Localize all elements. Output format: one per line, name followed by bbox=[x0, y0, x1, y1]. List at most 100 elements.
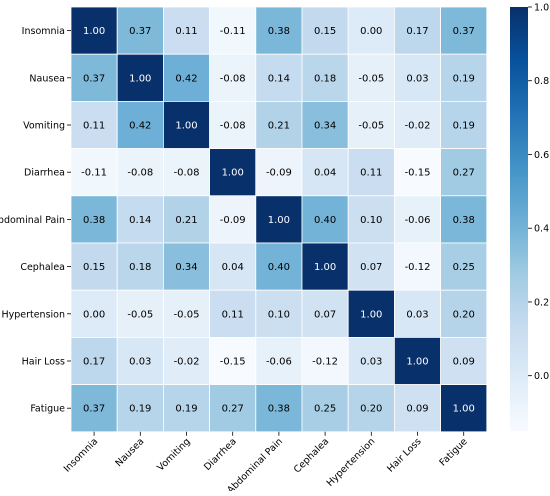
colorbar: 0.0 0.2 0.4 0.6 0.8 1.0 bbox=[510, 3, 549, 431]
column-label-1: Nausea bbox=[113, 436, 146, 469]
cell-value-label-r5-c7: -0.12 bbox=[405, 262, 431, 273]
row-label-6: Hypertension bbox=[1, 309, 65, 320]
heatmap-cell-r1-c6 bbox=[347, 53, 395, 102]
heatmap-cell-r7-c6 bbox=[347, 336, 395, 385]
heatmap-cell-r6-c0 bbox=[70, 289, 118, 338]
cell-value-label-r0-c7: 0.17 bbox=[406, 26, 428, 37]
heatmap-cell-r7-c4 bbox=[255, 336, 303, 385]
cell-value-label-r7-c3: -0.15 bbox=[220, 357, 246, 368]
heatmap-cell-r5-c2 bbox=[162, 242, 210, 291]
cell-value-label-r2-c3: -0.08 bbox=[220, 121, 246, 132]
heatmap-cell-r5-c3 bbox=[209, 242, 257, 291]
cell-value-label-r6-c4: 0.10 bbox=[268, 309, 290, 320]
cell-value-label-r4-c4: 1.00 bbox=[268, 215, 290, 226]
cell-value-label-r0-c3: -0.11 bbox=[220, 26, 246, 37]
colorbar-tick-label-2: 0.4 bbox=[534, 224, 549, 235]
cell-value-label-r2-c2: 1.00 bbox=[175, 121, 197, 132]
cell-value-label-r8-c8: 1.00 bbox=[453, 404, 475, 415]
cell-value-label-r5-c5: 1.00 bbox=[314, 262, 336, 273]
heatmap-cell-r4-c2 bbox=[162, 195, 210, 244]
cell-value-label-r0-c4: 0.38 bbox=[268, 26, 290, 37]
cell-value-label-r0-c0: 1.00 bbox=[83, 26, 105, 37]
cell-value-label-r0-c5: 0.15 bbox=[314, 26, 336, 37]
heatmap-cell-r1-c7 bbox=[393, 53, 441, 102]
row-label-0: Insomnia bbox=[22, 26, 65, 37]
row-label-4: Abdominal Pain bbox=[0, 215, 65, 226]
cell-value-label-r1-c8: 0.19 bbox=[453, 73, 475, 84]
row-labels: Insomnia Nausea Vomiting Diarrhea Abdominal … bbox=[0, 26, 71, 415]
row-label-2: Vomiting bbox=[23, 121, 65, 132]
heatmap-cell-r0-c7 bbox=[393, 6, 441, 55]
colorbar-tick-label-5: 1.0 bbox=[534, 3, 549, 14]
heatmap-cell-r8-c0 bbox=[70, 384, 118, 433]
cell-value-label-r2-c0: 0.11 bbox=[83, 121, 105, 132]
colorbar-tick-label-0: 0.0 bbox=[534, 371, 549, 382]
colorbar-tick-label-3: 0.6 bbox=[534, 150, 549, 161]
heatmap-cell-r4-c8 bbox=[440, 195, 488, 244]
heatmap-cell-r0-c1 bbox=[116, 6, 164, 55]
cell-value-label-r4-c1: 0.14 bbox=[129, 215, 151, 226]
heatmap-cell-r3-c8 bbox=[440, 148, 488, 197]
cell-value-label-r7-c1: 0.03 bbox=[129, 357, 151, 368]
cell-value-label-r3-c8: 0.27 bbox=[453, 168, 475, 179]
cell-value-label-r1-c2: 0.42 bbox=[175, 73, 197, 84]
cell-value-label-r4-c3: -0.09 bbox=[220, 215, 246, 226]
cell-value-label-r3-c4: -0.09 bbox=[266, 168, 292, 179]
heatmap-cell-r5-c0 bbox=[70, 242, 118, 291]
cell-value-label-r6-c0: 0.00 bbox=[83, 309, 105, 320]
cell-value-label-r2-c5: 0.34 bbox=[314, 121, 336, 132]
cell-value-label-r2-c1: 0.42 bbox=[129, 121, 151, 132]
colorbar-tick-label-4: 0.8 bbox=[534, 76, 549, 87]
cell-value-label-r3-c0: -0.11 bbox=[81, 168, 107, 179]
cell-value-label-r5-c1: 0.18 bbox=[129, 262, 151, 273]
heatmap-cell-r2-c8 bbox=[440, 101, 488, 150]
cell-value-label-r2-c8: 0.19 bbox=[453, 121, 475, 132]
column-label-0: Insomnia bbox=[62, 436, 100, 474]
row-label-7: Hair Loss bbox=[22, 357, 65, 368]
heatmap-cell-r8-c8 bbox=[440, 384, 488, 433]
heatmap-cell-r5-c5 bbox=[301, 242, 349, 291]
heatmap-cell-r0-c0 bbox=[70, 6, 118, 55]
cell-value-label-r7-c5: -0.12 bbox=[312, 357, 338, 368]
cell-value-label-r2-c4: 0.21 bbox=[268, 121, 290, 132]
cell-value-label-r8-c6: 0.20 bbox=[360, 404, 382, 415]
cell-value-label-r0-c6: 0.00 bbox=[360, 26, 382, 37]
heatmap-cell-r8-c2 bbox=[162, 384, 210, 433]
heatmap-cell-r8-c6 bbox=[347, 384, 395, 433]
cell-value-label-r6-c1: -0.05 bbox=[127, 309, 153, 320]
heatmap-cell-r5-c1 bbox=[116, 242, 164, 291]
cell-value-label-r6-c7: 0.03 bbox=[406, 309, 428, 320]
cell-value-label-r1-c7: 0.03 bbox=[406, 73, 428, 84]
cell-value-label-r5-c3: 0.04 bbox=[222, 262, 244, 273]
heatmap-cell-r4-c5 bbox=[301, 195, 349, 244]
heatmap-cell-r1-c4 bbox=[255, 53, 303, 102]
heatmap-cell-r6-c6 bbox=[347, 289, 395, 338]
cell-value-label-r1-c4: 0.14 bbox=[268, 73, 290, 84]
heatmap-cell-r5-c7 bbox=[393, 242, 441, 291]
cell-value-label-r1-c1: 1.00 bbox=[129, 73, 151, 84]
colorbar-gradient bbox=[510, 7, 528, 431]
cell-value-label-r5-c4: 0.40 bbox=[268, 262, 290, 273]
cell-value-label-r4-c7: -0.06 bbox=[405, 215, 431, 226]
cell-value-label-r8-c3: 0.27 bbox=[222, 404, 244, 415]
cell-value-label-r6-c6: 1.00 bbox=[360, 309, 382, 320]
cell-value-label-r6-c8: 0.20 bbox=[453, 309, 475, 320]
cell-value-label-r4-c6: 0.10 bbox=[360, 215, 382, 226]
row-label-5: Cephalea bbox=[20, 262, 65, 273]
heatmap-cell-r2-c4 bbox=[255, 101, 303, 150]
cell-value-label-r7-c8: 0.09 bbox=[453, 357, 475, 368]
cell-value-label-r3-c5: 0.04 bbox=[314, 168, 336, 179]
cell-value-label-r8-c4: 0.38 bbox=[268, 404, 290, 415]
cell-value-label-r3-c1: -0.08 bbox=[127, 168, 153, 179]
cell-value-label-r3-c6: 0.11 bbox=[360, 168, 382, 179]
heatmap-cell-r7-c2 bbox=[162, 336, 210, 385]
row-label-1: Nausea bbox=[29, 73, 65, 84]
row-label-8: Fatigue bbox=[30, 404, 65, 415]
cell-value-label-r0-c2: 0.11 bbox=[175, 26, 197, 37]
cell-value-label-r2-c7: -0.02 bbox=[405, 121, 431, 132]
cell-value-label-r7-c2: -0.02 bbox=[174, 357, 200, 368]
heatmap-cell-r7-c0 bbox=[70, 336, 118, 385]
cell-value-label-r3-c7: -0.15 bbox=[405, 168, 431, 179]
